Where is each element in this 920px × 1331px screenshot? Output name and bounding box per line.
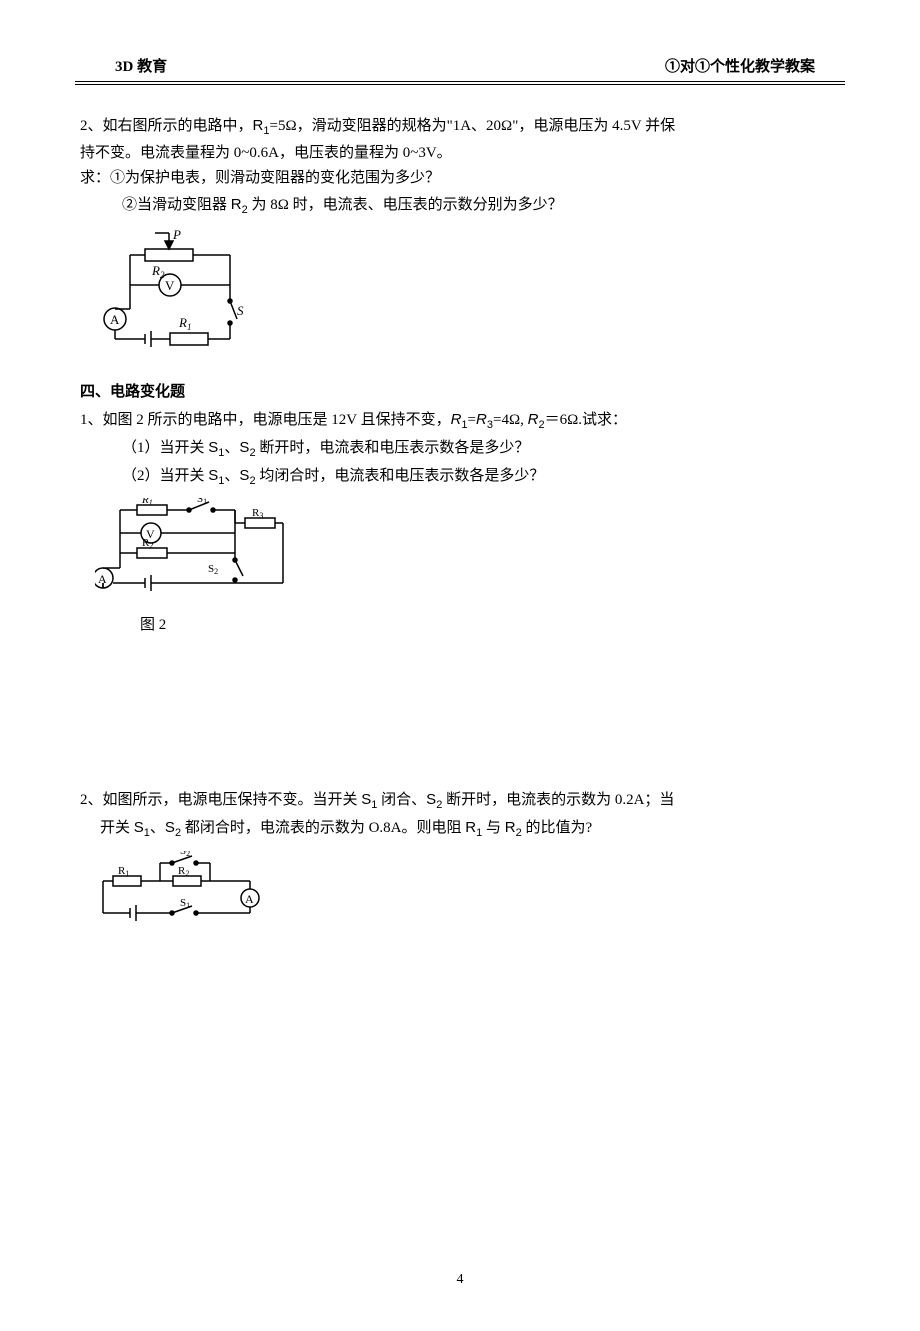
circuit-1-svg: P R2 V xyxy=(95,227,265,352)
circuit-diagram-2: R1 S1 R3 xyxy=(95,498,840,601)
header-left-text: 3D 教育 xyxy=(115,55,167,79)
svg-text:P: P xyxy=(172,227,181,242)
problem-2-text: 2、如右图所示的电路中，R1=5Ω，滑动变阻器的规格为"1A、20Ω"，电源电压… xyxy=(80,113,840,219)
section-4-title: 四、电路变化题 xyxy=(80,380,840,404)
svg-text:R3: R3 xyxy=(252,507,263,520)
page-header: 3D 教育 ①对①个性化教学教案 xyxy=(75,55,845,79)
svg-text:R1: R1 xyxy=(178,315,191,332)
svg-text:S1: S1 xyxy=(197,498,207,506)
svg-text:S2: S2 xyxy=(180,851,190,858)
svg-text:R1: R1 xyxy=(118,865,129,878)
svg-text:R1: R1 xyxy=(141,498,153,507)
svg-text:R2: R2 xyxy=(178,865,189,878)
circuit-diagram-3: S2 R1 R2 A xyxy=(95,851,840,929)
problem-4-1: 1、如图 2 所示的电路中，电源电压是 12V 且保持不变，R1=R3=4Ω, … xyxy=(80,407,840,637)
svg-text:S2: S2 xyxy=(208,563,218,576)
problem-4-2-text: 2、如图所示，电源电压保持不变。当开关 S1 闭合、S2 断开时，电流表的示数为… xyxy=(80,787,840,842)
problem-4-2: 2、如图所示，电源电压保持不变。当开关 S1 闭合、S2 断开时，电流表的示数为… xyxy=(80,787,840,928)
circuit-2-svg: R1 S1 R3 xyxy=(95,498,290,593)
problem-4-1-text: 1、如图 2 所示的电路中，电源电压是 12V 且保持不变，R1=R3=4Ω, … xyxy=(80,407,840,490)
svg-text:S1: S1 xyxy=(180,897,190,910)
svg-text:A: A xyxy=(245,892,254,906)
circuit-3-svg: S2 R1 R2 A xyxy=(95,851,270,921)
page-content: 2、如右图所示的电路中，R1=5Ω，滑动变阻器的规格为"1A、20Ω"，电源电压… xyxy=(75,113,845,929)
svg-text:V: V xyxy=(165,278,175,293)
svg-text:A: A xyxy=(110,312,120,327)
circuit-diagram-1: P R2 V xyxy=(95,227,840,360)
header-right-text: ①对①个性化教学教案 xyxy=(665,55,815,79)
header-divider xyxy=(75,81,845,85)
page-number: 4 xyxy=(75,1269,845,1291)
figure-2-caption: 图 2 xyxy=(80,613,840,637)
problem-2-upper: 2、如右图所示的电路中，R1=5Ω，滑动变阻器的规格为"1A、20Ω"，电源电压… xyxy=(80,113,840,360)
svg-text:S: S xyxy=(237,303,244,318)
